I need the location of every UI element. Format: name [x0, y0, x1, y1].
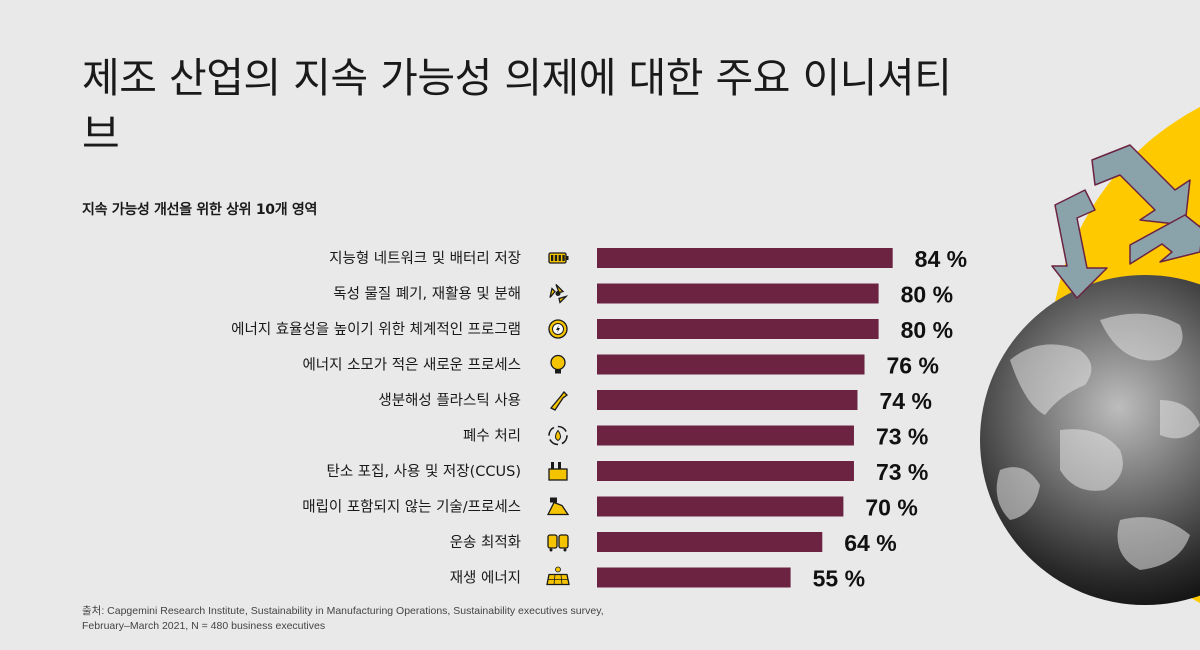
- category-label: 생분해성 플라스틱 사용: [378, 392, 521, 409]
- category-label: 지능형 네트워크 및 배터리 저장: [329, 250, 521, 267]
- bar-row: 지능형 네트워크 및 배터리 저장 84 %: [329, 246, 967, 272]
- bar: [597, 425, 854, 446]
- recycle-icon: [549, 284, 569, 304]
- category-label: 에너지 효율성을 높이기 위한 체계적인 프로그램: [231, 321, 521, 338]
- value-label: 70 %: [865, 495, 917, 521]
- bar: [597, 461, 854, 481]
- bar-row: 재생 에너지 55 %: [450, 566, 865, 592]
- bar: [597, 354, 865, 375]
- source-line-2: February–March 2021, N = 480 business ex…: [82, 620, 326, 632]
- bar: [597, 390, 858, 410]
- category-label: 에너지 소모가 적은 새로운 프로세스: [302, 357, 521, 374]
- bus-train-icon: [547, 534, 569, 552]
- water-cycle-icon: [548, 425, 568, 446]
- bar: [597, 496, 844, 517]
- bar: [597, 532, 823, 552]
- bar: [597, 567, 791, 588]
- globe-icon: [980, 275, 1200, 605]
- page-title: 제조 산업의 지속 가능성 의제에 대한 주요 이니셔티브: [82, 54, 952, 158]
- bar-row: 폐수 처리 73 %: [463, 424, 928, 450]
- value-label: 74 %: [879, 388, 931, 414]
- category-label: 폐수 처리: [463, 428, 521, 445]
- bar: [597, 283, 879, 304]
- value-label: 55 %: [813, 566, 865, 592]
- landfill-icon: [546, 497, 570, 516]
- solar-panel-icon: [546, 566, 570, 586]
- value-label: 84 %: [915, 246, 967, 272]
- value-label: 73 %: [876, 459, 928, 485]
- bar-row: 운송 최적화 64 %: [450, 530, 897, 556]
- value-label: 80 %: [901, 317, 953, 343]
- bar-row: 생분해성 플라스틱 사용 74 %: [378, 388, 932, 414]
- value-label: 64 %: [844, 530, 896, 556]
- gear-bolt-icon: [548, 319, 568, 339]
- category-label: 매립이 포함되지 않는 기술/프로세스: [302, 499, 521, 516]
- battery-icon: [548, 252, 569, 264]
- bar: [597, 248, 893, 268]
- source-note: 출처: Capgemini Research Institute, Sustai…: [82, 604, 702, 634]
- bar-row: 에너지 효율성을 높이기 위한 체계적인 프로그램 80 %: [231, 317, 953, 343]
- bottle-icon: [549, 391, 568, 411]
- bar-row: 에너지 소모가 적은 새로운 프로세스 76 %: [302, 353, 939, 379]
- bar-row: 매립이 포함되지 않는 기술/프로세스 70 %: [302, 495, 918, 521]
- factory-icon: [548, 462, 568, 481]
- category-label: 독성 물질 폐기, 재활용 및 분해: [333, 286, 521, 303]
- lightbulb-icon: [550, 354, 566, 374]
- chart-subtitle: 지속 가능성 개선을 위한 상위 10개 영역: [82, 202, 318, 218]
- value-label: 73 %: [876, 424, 928, 450]
- category-label: 탄소 포집, 사용 및 저장(CCUS): [327, 463, 522, 480]
- category-label: 재생 에너지: [450, 570, 521, 587]
- bar-chart: 지능형 네트워크 및 배터리 저장 84 % 독성 물질 폐기, 재활용 및 분해 8…: [231, 246, 967, 592]
- bar-row: 탄소 포집, 사용 및 저장(CCUS) 73 %: [327, 459, 929, 485]
- recycle-arrows-icon: [1051, 144, 1200, 299]
- bar: [597, 319, 879, 339]
- source-line-1: 출처: Capgemini Research Institute, Sustai…: [82, 605, 604, 617]
- value-label: 80 %: [901, 282, 953, 308]
- bar-row: 독성 물질 폐기, 재활용 및 분해 80 %: [333, 282, 953, 308]
- value-label: 76 %: [887, 353, 939, 379]
- category-label: 운송 최적화: [450, 534, 521, 551]
